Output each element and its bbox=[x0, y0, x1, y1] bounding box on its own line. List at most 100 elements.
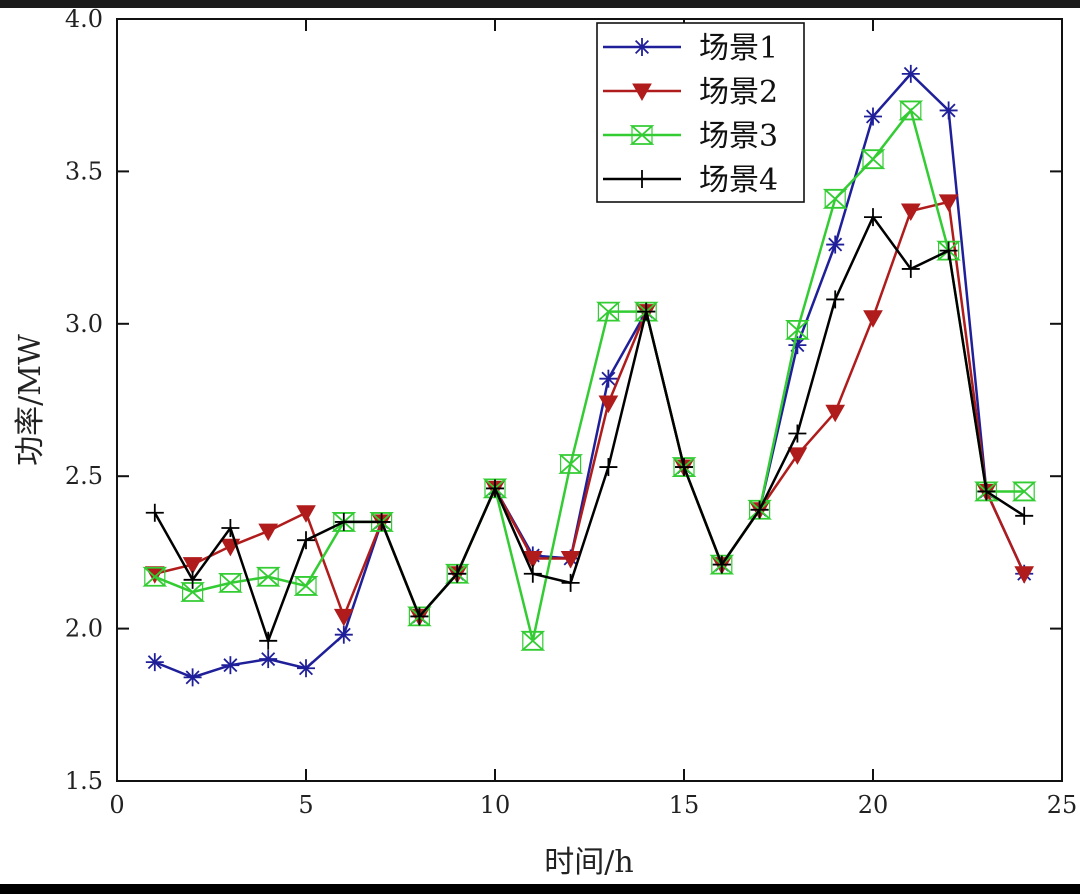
data-point-triangle-down bbox=[598, 395, 619, 414]
data-point-hourglass bbox=[671, 457, 697, 477]
data-point-hourglass bbox=[407, 606, 432, 627]
legend-label: 场景4 bbox=[699, 163, 778, 198]
marker-shape bbox=[598, 395, 619, 414]
data-point-triangle-down bbox=[787, 447, 808, 465]
marker-shape bbox=[520, 630, 546, 651]
data-point-plus bbox=[523, 564, 542, 583]
data-point-hourglass bbox=[633, 301, 659, 322]
marker-stroke bbox=[223, 658, 238, 673]
data-point-plus bbox=[788, 424, 807, 443]
bottom-bar bbox=[0, 884, 1080, 894]
marker-stroke bbox=[903, 66, 918, 81]
data-point-hourglass bbox=[255, 566, 281, 587]
marker-shape bbox=[144, 566, 165, 584]
data-point-triangle-down bbox=[863, 310, 883, 328]
series-line bbox=[154, 200, 1026, 620]
marker-stroke bbox=[941, 103, 956, 118]
data-point-plus bbox=[448, 564, 467, 583]
legend-item: 场景1 bbox=[603, 31, 778, 66]
marker-shape bbox=[522, 550, 543, 569]
data-point-triangle-down bbox=[560, 550, 581, 569]
data-point-plus bbox=[334, 512, 353, 531]
marker-shape bbox=[860, 149, 886, 170]
y-axis-label: 功率/MW bbox=[13, 334, 48, 466]
marker-shape bbox=[560, 550, 581, 569]
data-point-hourglass bbox=[520, 630, 546, 651]
marker-shape bbox=[296, 505, 316, 523]
marker-shape bbox=[632, 83, 652, 102]
marker-stroke bbox=[634, 39, 650, 55]
marker-shape bbox=[293, 576, 319, 596]
y-tick-label: 4.0 bbox=[65, 5, 103, 33]
data-point-plus bbox=[826, 290, 845, 309]
data-point-asterisk bbox=[633, 38, 651, 56]
data-point-triangle-down bbox=[825, 404, 846, 423]
data-point-plus bbox=[939, 241, 958, 260]
marker-stroke bbox=[336, 627, 351, 642]
data-point-plus bbox=[486, 479, 504, 498]
axis-ticks: 0 5 10 15 20 25 1.5 2.0 2.5 3.0 3.5 4.0 bbox=[65, 5, 1077, 819]
legend-item: 场景3 bbox=[603, 119, 778, 154]
data-point-triangle-down bbox=[333, 608, 354, 627]
data-point-triangle-down bbox=[296, 505, 316, 523]
data-point-asterisk bbox=[599, 369, 618, 388]
data-point-asterisk bbox=[826, 235, 845, 254]
data-point-hourglass bbox=[822, 188, 848, 209]
data-point-plus bbox=[750, 500, 769, 519]
plot-frame bbox=[116, 18, 1063, 782]
data-point-triangle-down bbox=[522, 550, 543, 569]
legend-item: 场景2 bbox=[603, 75, 778, 110]
data-point-hourglass bbox=[785, 319, 810, 340]
top-bar bbox=[0, 0, 1080, 8]
legend-label: 场景1 bbox=[699, 31, 778, 66]
x-tick-label: 10 bbox=[480, 791, 511, 819]
x-axis-label: 时间/h bbox=[544, 845, 633, 880]
series-4 bbox=[145, 208, 1034, 650]
data-point-plus bbox=[561, 573, 580, 592]
series-layer bbox=[142, 64, 1037, 687]
y-tick-label: 2.5 bbox=[65, 462, 103, 490]
data-point-plus bbox=[372, 512, 391, 531]
data-point-hourglass bbox=[629, 125, 655, 145]
marker-shape bbox=[898, 100, 924, 121]
marker-shape bbox=[1014, 566, 1035, 584]
data-point-triangle-down bbox=[938, 194, 959, 212]
series-1 bbox=[145, 64, 1034, 687]
data-point-hourglass bbox=[898, 100, 924, 121]
series-line bbox=[154, 72, 1026, 679]
y-tick-label: 1.5 bbox=[65, 767, 103, 795]
data-point-asterisk bbox=[864, 107, 882, 126]
data-point-plus bbox=[410, 607, 429, 626]
marker-shape bbox=[182, 557, 203, 575]
x-tick-label: 20 bbox=[858, 791, 889, 819]
marker-stroke bbox=[147, 655, 162, 670]
data-point-plus bbox=[145, 503, 164, 522]
y-tick-label: 3.0 bbox=[65, 310, 103, 338]
data-point-hourglass bbox=[482, 478, 508, 499]
marker-shape bbox=[822, 188, 848, 209]
data-point-hourglass bbox=[1011, 481, 1037, 502]
data-point-triangle-down bbox=[900, 203, 921, 222]
data-point-triangle-down bbox=[182, 557, 203, 575]
data-point-plus bbox=[712, 555, 731, 574]
data-point-asterisk bbox=[297, 659, 315, 678]
data-point-triangle-down bbox=[144, 566, 165, 584]
y-tick-label: 3.5 bbox=[65, 157, 103, 185]
marker-shape bbox=[787, 447, 808, 465]
data-point-asterisk bbox=[334, 625, 353, 644]
x-tick-label: 0 bbox=[109, 791, 124, 819]
marker-stroke bbox=[185, 670, 200, 685]
marker-stroke bbox=[828, 237, 843, 252]
data-point-asterisk bbox=[259, 650, 278, 669]
data-point-asterisk bbox=[145, 653, 164, 672]
data-point-plus bbox=[633, 170, 651, 188]
data-point-plus bbox=[637, 302, 656, 321]
marker-shape bbox=[333, 608, 354, 627]
marker-shape bbox=[863, 310, 883, 328]
data-point-plus bbox=[183, 570, 202, 589]
data-point-asterisk bbox=[183, 668, 202, 687]
series-line bbox=[153, 214, 1025, 645]
marker-stroke bbox=[601, 371, 616, 386]
data-point-hourglass bbox=[709, 554, 735, 575]
